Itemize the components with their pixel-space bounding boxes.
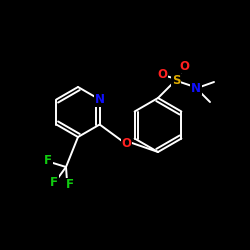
Text: F: F bbox=[50, 176, 58, 188]
Text: F: F bbox=[44, 154, 52, 168]
Text: O: O bbox=[157, 68, 167, 80]
Text: S: S bbox=[172, 74, 180, 86]
Text: N: N bbox=[95, 93, 105, 106]
Text: F: F bbox=[66, 178, 74, 192]
Text: N: N bbox=[191, 82, 201, 94]
Text: O: O bbox=[179, 60, 189, 72]
Text: O: O bbox=[122, 137, 132, 150]
